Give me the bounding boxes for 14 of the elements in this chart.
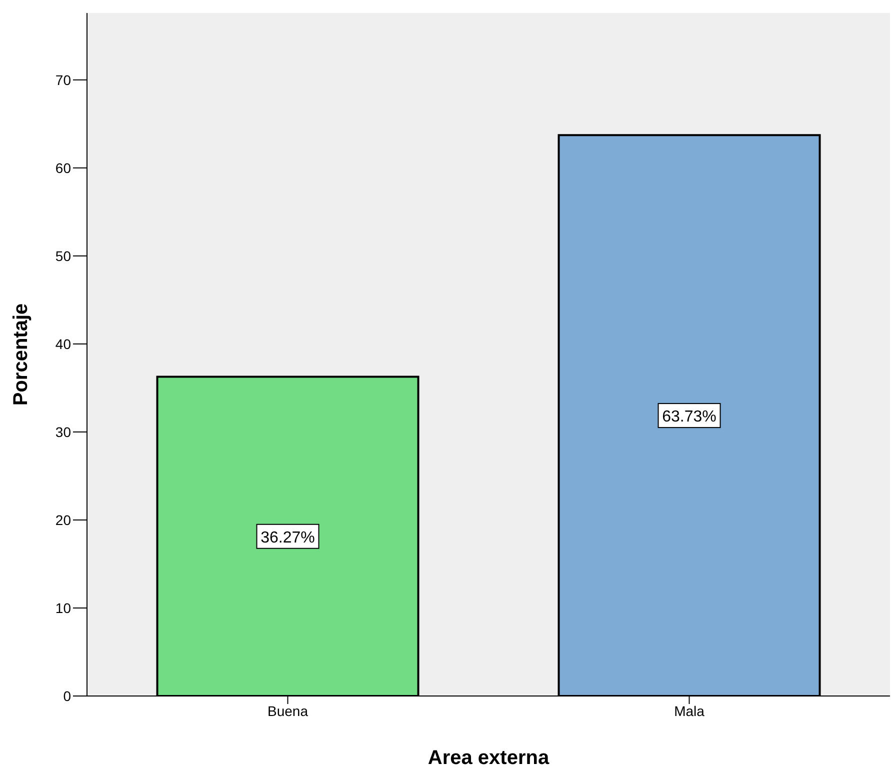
y-tick-label: 70 [55, 72, 72, 88]
x-tick-label: Mala [674, 702, 705, 719]
y-tick-label: 60 [55, 160, 72, 176]
y-tick-label: 20 [55, 512, 72, 528]
x-axis-title: Area externa [428, 747, 550, 769]
y-tick-label: 40 [55, 336, 72, 352]
x-tick-label: Buena [268, 702, 308, 719]
y-axis-title: Porcentaje [10, 303, 32, 406]
y-tick-label: 30 [55, 424, 72, 440]
data-label: 63.73% [662, 408, 716, 426]
data-label: 36.27% [260, 529, 315, 546]
y-tick-label: 10 [55, 600, 72, 616]
y-tick-label: 0 [63, 688, 72, 704]
y-tick-label: 50 [55, 248, 72, 264]
